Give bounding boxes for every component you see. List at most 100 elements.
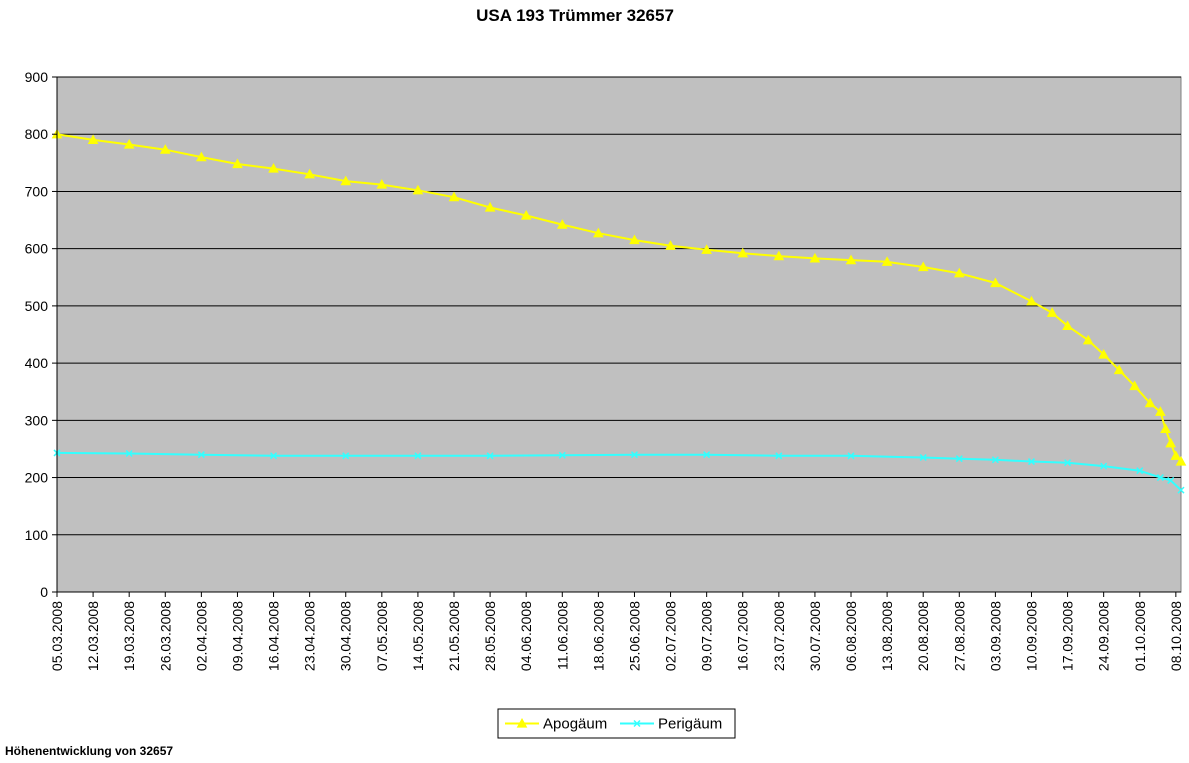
y-tick-label: 200 — [25, 470, 49, 486]
figure-caption: Höhenentwicklung von 32657 — [5, 744, 174, 758]
data-point-apogee — [520, 209, 532, 220]
plot-background — [56, 76, 1182, 593]
x-tick-label: 01.10.2008 — [1132, 601, 1148, 671]
data-point-perigee — [1177, 486, 1185, 494]
data-point-perigee — [955, 455, 963, 463]
y-tick-label: 500 — [25, 298, 49, 314]
y-tick-label: 300 — [25, 412, 49, 428]
gridlines — [57, 76, 1181, 536]
data-point-apogee — [159, 144, 171, 154]
x-tick-label: 11.06.2008 — [554, 601, 570, 670]
x-tick-label: 02.07.2008 — [663, 601, 679, 671]
data-point-apogee — [1082, 334, 1094, 345]
data-point-perigee — [1167, 476, 1175, 484]
series-line-perigee — [56, 451, 1182, 491]
legend-marker-perigee — [633, 719, 641, 728]
data-point-perigee — [1136, 467, 1144, 475]
data-point-apogee — [1175, 456, 1187, 466]
y-tick-label: 700 — [25, 183, 49, 199]
y-tick-label: 100 — [25, 527, 49, 543]
data-point-perigee — [991, 456, 999, 464]
x-tick-label: 16.07.2008 — [735, 601, 751, 671]
data-point-perigee — [775, 452, 783, 460]
data-point-apogee — [196, 151, 207, 162]
data-point-perigee — [1156, 474, 1164, 482]
data-point-perigee — [847, 452, 855, 460]
x-tick-label: 18.06.2008 — [590, 601, 606, 671]
data-point-apogee — [1062, 320, 1073, 331]
data-point-apogee — [1170, 450, 1182, 460]
data-point-apogee — [1160, 423, 1171, 434]
data-point-perigee — [486, 452, 494, 460]
x-tick-label: 14.05.2008 — [410, 601, 426, 671]
data-point-apogee — [1165, 437, 1177, 448]
x-tick-label: 12.03.2008 — [85, 601, 101, 671]
data-point-perigee — [630, 451, 638, 459]
data-point-perigee — [1100, 462, 1108, 470]
x-tick-label: 06.08.2008 — [843, 601, 859, 671]
data-point-apogee — [87, 134, 99, 145]
x-tick-label: 27.08.2008 — [951, 601, 967, 671]
data-point-apogee — [809, 252, 821, 263]
x-tick-label: 25.06.2008 — [626, 601, 642, 671]
x-tick-label: 23.07.2008 — [771, 601, 787, 671]
data-point-perigee — [703, 451, 711, 459]
series-line-apogee — [56, 133, 1182, 463]
legend-label-perigee: Perigäum — [658, 716, 722, 733]
y-tick-label: 800 — [25, 126, 49, 142]
data-point-apogee — [881, 256, 893, 266]
data-point-perigee — [1064, 459, 1072, 467]
data-point-apogee — [304, 168, 315, 179]
x-tick-label: 02.04.2008 — [193, 601, 209, 671]
data-point-apogee — [773, 250, 785, 261]
data-point-apogee — [268, 163, 279, 173]
x-tick-label: 03.09.2008 — [987, 601, 1003, 671]
x-tick-labels: 05.03.2008 12.03.2008 19.03.2008 26.03.2008… — [49, 601, 1184, 671]
x-tick-label: 13.08.2008 — [879, 601, 895, 671]
data-point-apogee — [1129, 380, 1140, 391]
data-point-apogee — [953, 267, 965, 278]
data-point-apogee — [448, 191, 460, 202]
data-point-apogee — [556, 219, 568, 229]
data-point-apogee — [412, 184, 424, 195]
legend: Apogäum Perigäum — [497, 708, 736, 739]
y-tick-label: 900 — [25, 69, 49, 85]
x-tick-label: 07.05.2008 — [374, 601, 390, 671]
data-point-apogee — [123, 138, 135, 149]
data-point-apogee — [990, 277, 1001, 288]
x-tick-label: 10.09.2008 — [1023, 601, 1039, 671]
x-tick-label: 17.09.2008 — [1060, 601, 1076, 671]
x-tick-label: 20.08.2008 — [915, 601, 931, 671]
y-tick-labels: 0 100 200 300 400 500 600 700 800 900 — [25, 69, 49, 600]
legend-marker-apogee — [516, 717, 528, 728]
data-point-apogee — [1046, 307, 1058, 317]
chart-title: USA 193 Trümmer 32657 — [476, 6, 674, 25]
legend-label-apogee: Apogäum — [543, 716, 607, 733]
x-tick-label: 30.04.2008 — [338, 601, 354, 671]
data-point-apogee — [1155, 406, 1166, 416]
data-point-perigee — [270, 452, 278, 460]
x-tick-label: 16.04.2008 — [266, 601, 282, 671]
x-tick-label: 30.07.2008 — [807, 601, 823, 671]
x-tick-label: 26.03.2008 — [157, 601, 173, 671]
data-point-apogee — [917, 261, 929, 272]
data-point-perigee — [197, 451, 205, 459]
plot-area — [56, 76, 1182, 593]
data-point-perigee — [558, 451, 566, 459]
x-tick-label: 09.07.2008 — [699, 601, 715, 671]
data-point-apogee — [1098, 348, 1110, 359]
data-point-perigee — [342, 452, 350, 460]
data-point-perigee — [1027, 458, 1036, 466]
x-tick-label: 08.10.2008 — [1168, 601, 1184, 671]
data-point-perigee — [414, 452, 422, 460]
x-tick-label: 28.05.2008 — [482, 601, 498, 671]
data-point-apogee — [593, 227, 604, 238]
x-tick-label: 21.05.2008 — [446, 601, 462, 671]
data-point-perigee — [919, 453, 927, 462]
data-point-apogee — [1144, 397, 1156, 408]
data-point-apogee — [737, 247, 749, 258]
axes — [52, 76, 1181, 597]
data-point-apogee — [1026, 295, 1037, 306]
x-tick-label: 05.03.2008 — [49, 601, 65, 671]
y-tick-label: 0 — [40, 584, 48, 600]
